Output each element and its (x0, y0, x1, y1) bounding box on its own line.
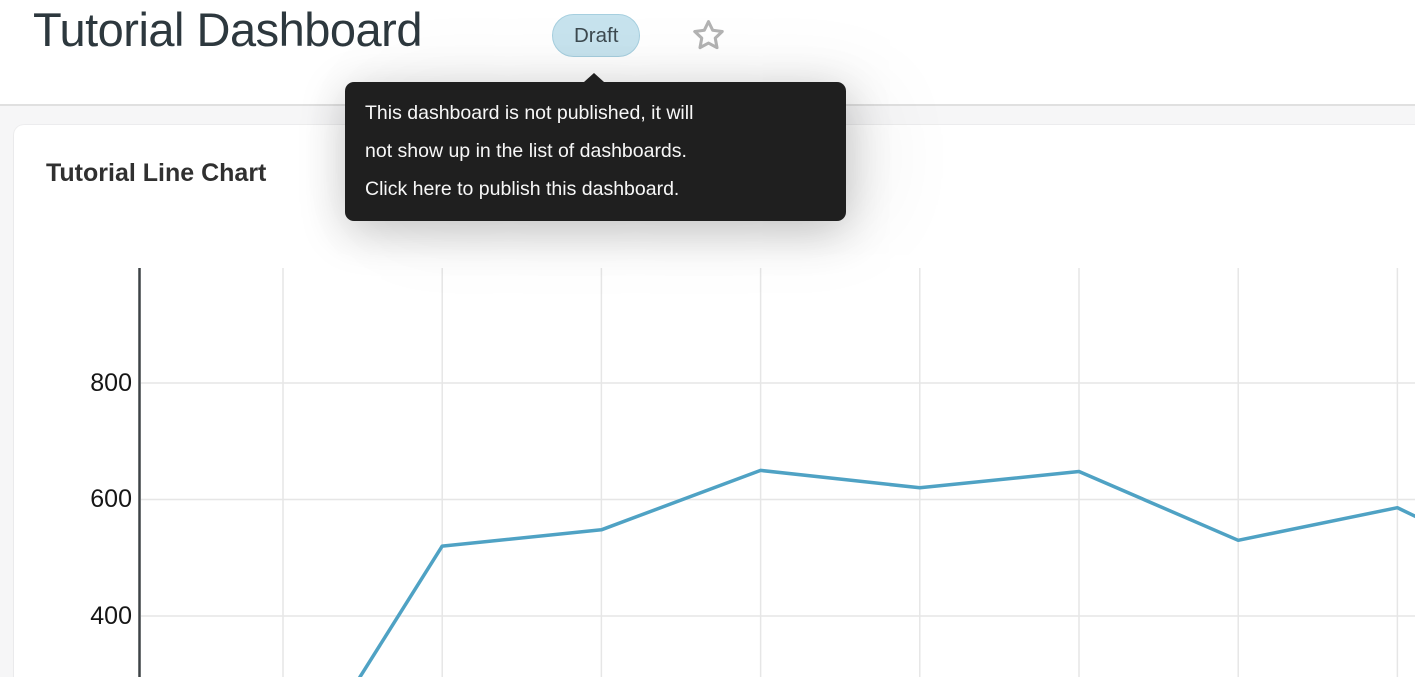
publish-tooltip[interactable]: This dashboard is not published, it will… (345, 73, 846, 221)
tooltip-text-line: This dashboard is not published, it will (365, 102, 694, 124)
tooltip-text-line: not show up in the list of dashboards. (365, 140, 687, 162)
favorite-star-button[interactable] (690, 17, 727, 54)
draft-status-badge[interactable]: Draft (552, 14, 641, 57)
y-axis-labels: 400 600 800 (14, 125, 132, 677)
tooltip-arrow (584, 73, 604, 82)
tooltip-text-line: Click here to publish this dashboard. (365, 178, 680, 200)
line-chart (138, 268, 1415, 677)
y-tick-label: 800 (90, 368, 132, 397)
dashboard-title[interactable]: Tutorial Dashboard (33, 3, 422, 56)
y-tick-label: 400 (90, 601, 132, 630)
chart-line (357, 468, 1415, 677)
y-tick-label: 600 (90, 485, 132, 513)
star-outline-icon (693, 20, 724, 50)
chart-tile-title: Tutorial Line Chart (46, 159, 267, 187)
